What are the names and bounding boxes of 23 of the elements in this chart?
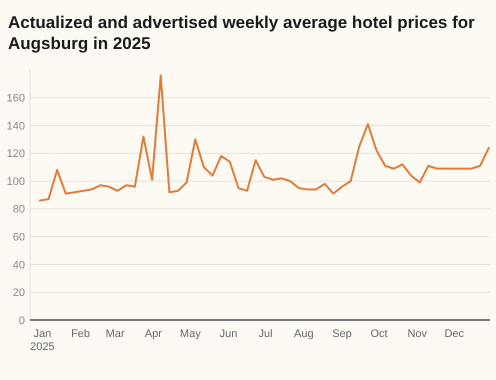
x-tick-label: Feb [71, 328, 90, 340]
x-tick-label: Sep [332, 328, 352, 340]
line-series [38, 74, 490, 202]
y-tick-label: 120 [6, 148, 25, 160]
x-tick-label: Jul [258, 328, 273, 340]
x-tick-label: May [180, 328, 202, 340]
x-tick-label: Dec [444, 328, 465, 340]
y-tick-label: 0 [18, 314, 25, 327]
y-tick-label: 20 [12, 287, 25, 300]
x-tick-label: Mar [106, 328, 125, 340]
x-tick-label: Oct [370, 328, 388, 340]
y-tick-label: 100 [6, 176, 25, 188]
y-tick-label: 160 [6, 92, 25, 105]
y-tick-label: 40 [12, 259, 25, 272]
x-tick-label: Nov [407, 328, 428, 340]
x-tick-label: Apr [144, 328, 162, 340]
y-tick-label: 140 [6, 120, 25, 132]
y-tick-label: 60 [12, 232, 25, 244]
x-tick-label: Jun [220, 328, 238, 340]
chart-title: Actualized and advertised weekly average hotel prices for Augsburg in 2025 [8, 13, 476, 53]
y-tick-label: 80 [12, 204, 25, 216]
x-tick-label: Jan 2025 [30, 328, 55, 353]
x-tick-label: Aug [294, 328, 314, 340]
